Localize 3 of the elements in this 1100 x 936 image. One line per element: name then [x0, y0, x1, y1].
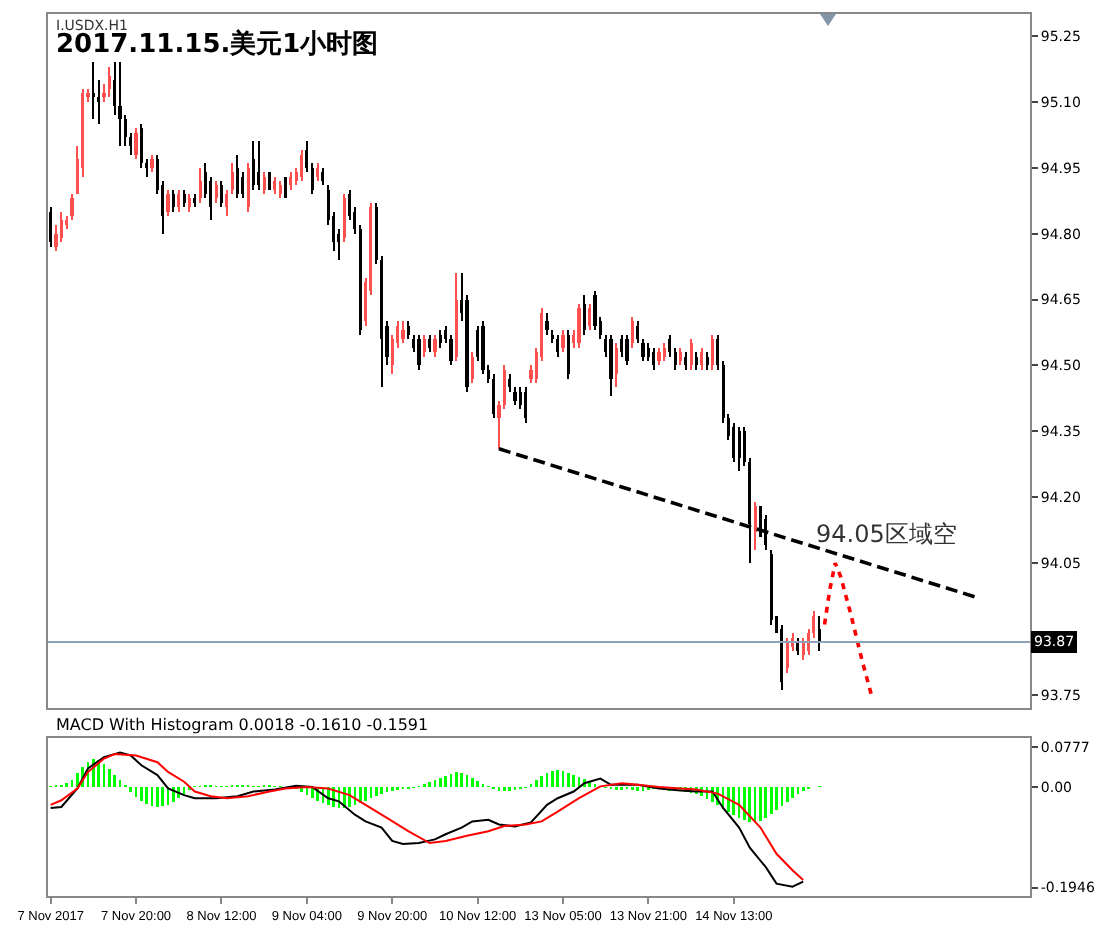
text: 2017.11.15.美元1小时图: [56, 28, 379, 60]
annotation: 94.05区域空: [816, 520, 957, 548]
chart-title: MACD With Histogram 0.0018 -0.1610 -0.1591: [56, 716, 429, 734]
